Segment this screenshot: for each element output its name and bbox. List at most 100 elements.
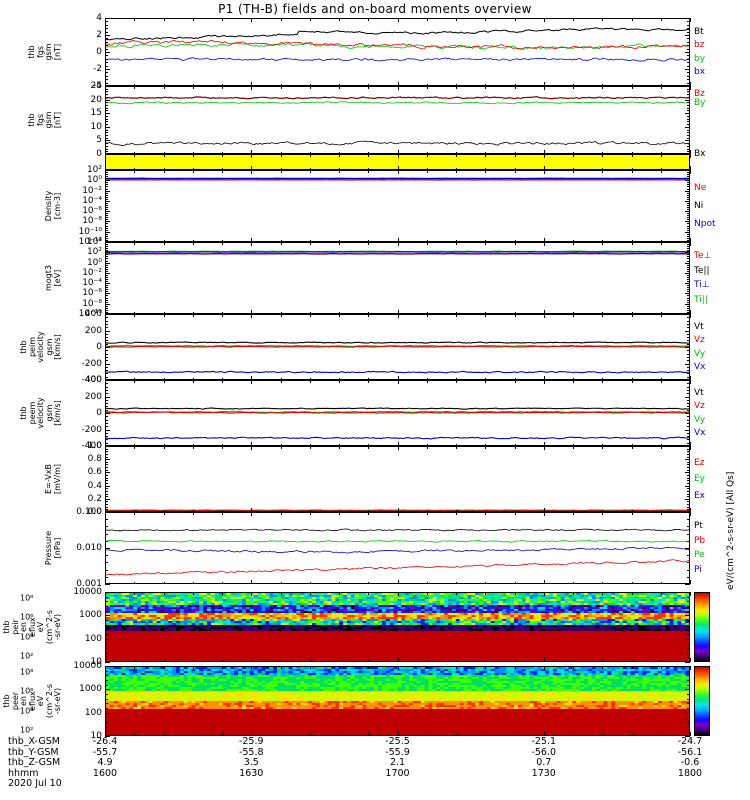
xtick-mark: [660, 512, 662, 515]
xtick-mark: [543, 314, 545, 318]
ytick-minor: [105, 442, 108, 444]
axis-row-label: thb_X-GSM: [8, 736, 60, 747]
legend-vz: Vz: [694, 335, 705, 346]
xtick-mark: [280, 151, 282, 154]
axis-value: -55.9: [385, 746, 410, 758]
ytick-minor: [105, 620, 108, 621]
ytick-minor: [687, 533, 690, 535]
xtick-mark: [456, 170, 457, 173]
ytick-minor: [105, 416, 108, 418]
ytick-minor: [105, 88, 108, 90]
xtick-mark: [222, 666, 223, 669]
ytick-minor: [105, 297, 108, 299]
xtick-mark: [514, 154, 516, 157]
ytick-minor: [105, 196, 108, 198]
ytick-minor: [105, 132, 108, 134]
ytick-label: -2: [93, 64, 102, 74]
xtick-mark: [602, 659, 604, 662]
ytick-minor: [105, 198, 108, 200]
xtick-mark: [426, 380, 428, 383]
ytick-minor: [687, 320, 690, 322]
ytick-minor: [687, 596, 690, 598]
ytick-labels-efield: 1.0 0.8 0.6 0.4 0.2 0.0: [66, 441, 102, 517]
colorbar-tick: 10²: [20, 651, 34, 661]
xtick-mark: [280, 170, 282, 173]
ytick-minor: [687, 129, 690, 131]
ytick-minor: [105, 184, 108, 186]
ytick-minor: [687, 429, 690, 431]
ytick-minor: [105, 399, 108, 401]
xtick-mark: [690, 732, 691, 736]
ytick-minor: [105, 461, 108, 463]
xtick-mark: [485, 592, 487, 595]
ytick-minor: [687, 170, 690, 171]
ytick-minor: [687, 606, 690, 607]
xtick-mark: [105, 592, 106, 596]
ytick-minor: [105, 225, 108, 227]
ytick-label: 25: [90, 81, 102, 91]
legend-vt: Vt: [694, 388, 704, 399]
legend-ey: Ey: [694, 474, 706, 484]
xtick-mark: [339, 659, 340, 662]
ytick-label: 0.2: [87, 493, 102, 504]
legend-vx: Vx: [694, 361, 706, 372]
xtick-mark: [192, 443, 194, 446]
xtick-mark: [134, 83, 136, 86]
ytick-minor: [105, 180, 108, 182]
ytick-minor: [687, 235, 690, 237]
xtick-mark: [105, 166, 106, 170]
xtick-mark: [543, 442, 545, 446]
xtick-mark: [105, 658, 106, 662]
ytick-minor: [105, 200, 108, 202]
ytick-minor: [687, 225, 690, 227]
legend-ti: Ti⊥: [694, 280, 710, 291]
xtick-mark: [631, 314, 633, 317]
xtick-mark: [280, 83, 282, 86]
xtick-mark: [456, 666, 457, 669]
ylabel-mogt3: mogt3 [eV]: [44, 265, 62, 291]
axis-value: -25.1: [531, 736, 557, 747]
ytick-minor: [105, 227, 108, 229]
ytick-minor: [105, 333, 108, 335]
ytick-minor: [687, 363, 690, 365]
xtick-mark: [631, 86, 633, 89]
legend-te: Te||: [694, 265, 710, 276]
xtick-mark: [514, 592, 516, 595]
ytick-minor: [105, 409, 108, 411]
ylabel-density: Density [cm-3]: [44, 190, 62, 222]
colorbar-peer: [694, 666, 710, 736]
ytick-minor: [105, 48, 108, 50]
xtick-mark: [514, 86, 516, 89]
ytick-label: 200: [84, 391, 102, 402]
ytick-minor: [105, 634, 108, 635]
ytick-minor: [687, 262, 690, 264]
xtick-mark: [134, 666, 136, 669]
ytick-minor: [687, 215, 690, 217]
ytick-minor: [687, 386, 690, 388]
ytick-minor: [687, 75, 690, 77]
xtick-mark: [485, 170, 487, 173]
legend-pb: Pb: [694, 535, 706, 546]
ytick-minor: [687, 548, 690, 549]
ytick-minor: [687, 317, 690, 319]
legend-ex: Ex: [694, 490, 706, 501]
ytick-minor: [105, 188, 108, 190]
xtick-mark: [163, 18, 165, 21]
legend-bz: Bz: [694, 89, 705, 99]
ytick-minor: [105, 540, 108, 542]
ytick-minor: [105, 353, 108, 355]
ytick-minor: [105, 601, 108, 603]
ytick-minor: [105, 202, 108, 204]
ytick-minor: [105, 235, 108, 237]
xtick-mark: [309, 446, 311, 449]
ytick-minor: [105, 35, 108, 36]
ytick-minor: [687, 207, 690, 209]
xtick-mark: [222, 314, 223, 317]
ytick-minor: [105, 652, 108, 654]
xtick-mark: [602, 446, 604, 449]
xtick-mark: [309, 733, 311, 736]
ytick-minor: [105, 137, 108, 139]
xtick-mark: [543, 86, 545, 90]
xtick-mark: [485, 446, 487, 449]
xtick-mark: [456, 18, 457, 21]
